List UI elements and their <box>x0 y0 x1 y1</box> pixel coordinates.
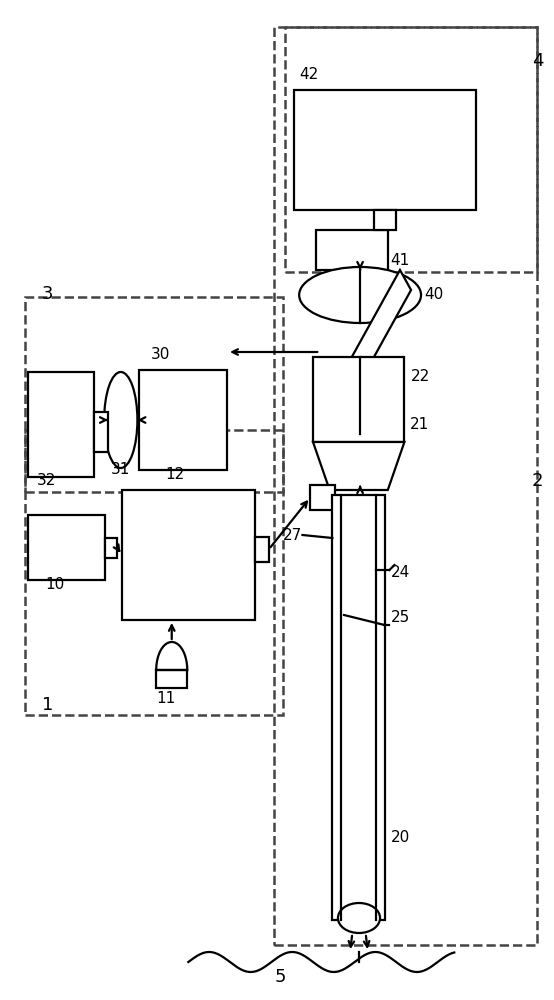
Bar <box>294 90 476 210</box>
Bar <box>255 537 269 562</box>
Text: 2: 2 <box>532 472 543 490</box>
Bar <box>285 27 537 272</box>
Bar <box>274 27 537 945</box>
Bar <box>122 490 255 620</box>
Bar <box>28 515 105 580</box>
Polygon shape <box>320 270 411 434</box>
Bar <box>310 485 335 510</box>
Text: 12: 12 <box>165 467 184 482</box>
Ellipse shape <box>299 267 421 323</box>
Bar <box>94 412 108 452</box>
Bar <box>138 370 227 470</box>
Text: 22: 22 <box>411 369 430 384</box>
Bar <box>313 357 404 442</box>
Bar <box>25 430 283 715</box>
Polygon shape <box>313 442 404 490</box>
Text: 4: 4 <box>532 52 543 70</box>
Text: 3: 3 <box>42 285 53 303</box>
Text: 41: 41 <box>391 253 410 268</box>
Bar <box>332 495 385 920</box>
Text: 25: 25 <box>391 610 410 625</box>
Text: 42: 42 <box>299 67 319 82</box>
Bar <box>156 670 187 688</box>
Bar <box>25 297 283 492</box>
Text: 40: 40 <box>424 287 443 302</box>
Text: 30: 30 <box>151 347 171 362</box>
Ellipse shape <box>338 903 380 933</box>
Bar <box>374 210 396 230</box>
Ellipse shape <box>104 372 137 468</box>
Text: 11: 11 <box>157 691 176 706</box>
Text: 27: 27 <box>283 528 302 543</box>
Text: 1: 1 <box>42 696 53 714</box>
Text: 24: 24 <box>391 565 410 580</box>
Text: 21: 21 <box>410 417 429 432</box>
Text: 32: 32 <box>37 473 57 488</box>
Bar <box>28 372 94 477</box>
Bar <box>316 230 388 270</box>
Text: 20: 20 <box>391 830 410 845</box>
Text: 5: 5 <box>274 968 286 986</box>
Text: 10: 10 <box>45 577 65 592</box>
Text: 31: 31 <box>111 462 130 477</box>
Bar <box>105 538 117 558</box>
